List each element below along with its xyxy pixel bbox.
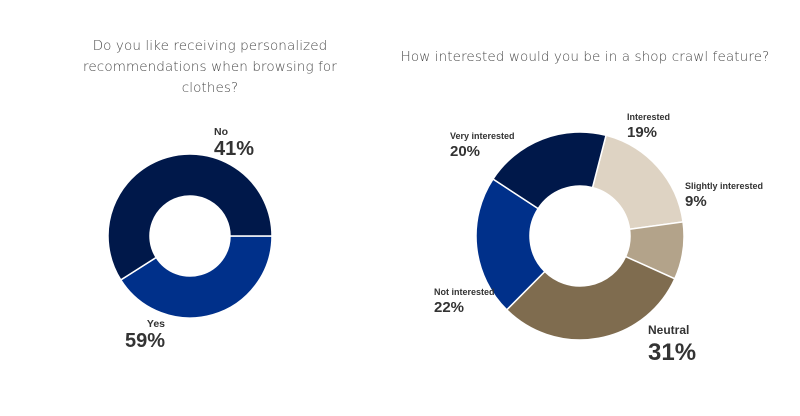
slice-label-very-interested: Very interested [450,131,515,141]
slice-label-neutral: Neutral [648,323,689,337]
slice-value-slightly-interested: 9% [685,193,707,210]
donut-slice-interested [591,134,684,231]
slice-label-yes: Yes [147,318,165,330]
slice-value-not-interested: 22% [434,299,464,316]
donut-slice-yes [107,153,273,281]
chart-2-title: How interested would you be in a shop cr… [400,47,770,68]
donut-slice-not-interested [475,177,546,311]
slice-label-no: No [214,126,228,138]
donut-slice-very-interested [491,131,607,210]
chart-1-title: Do you like receiving personalized recom… [60,36,360,99]
slice-value-neutral: 31% [648,339,696,366]
chart-2-title-line-1: How interested would you be in a shop cr… [400,49,770,65]
donut-chart-2: Interested 19% Slightly interested 9% Neutra… [434,112,763,366]
slice-value-no: 41% [214,138,254,160]
chart-1-title-line-2: recommendations when browsing for clothe… [83,59,337,96]
chart-1-title-line-1: Do you like receiving personalized [92,38,328,54]
slice-label-interested: Interested [627,112,670,122]
donut-slice-neutral [505,255,676,341]
slice-label-not-interested: Not interested [434,287,495,297]
slice-value-very-interested: 20% [450,143,480,160]
donut-slice-no [119,235,273,319]
slice-value-yes: 59% [125,330,165,352]
slice-value-interested: 19% [627,124,657,141]
slice-label-slightly-interested: Slightly interested [685,181,763,191]
